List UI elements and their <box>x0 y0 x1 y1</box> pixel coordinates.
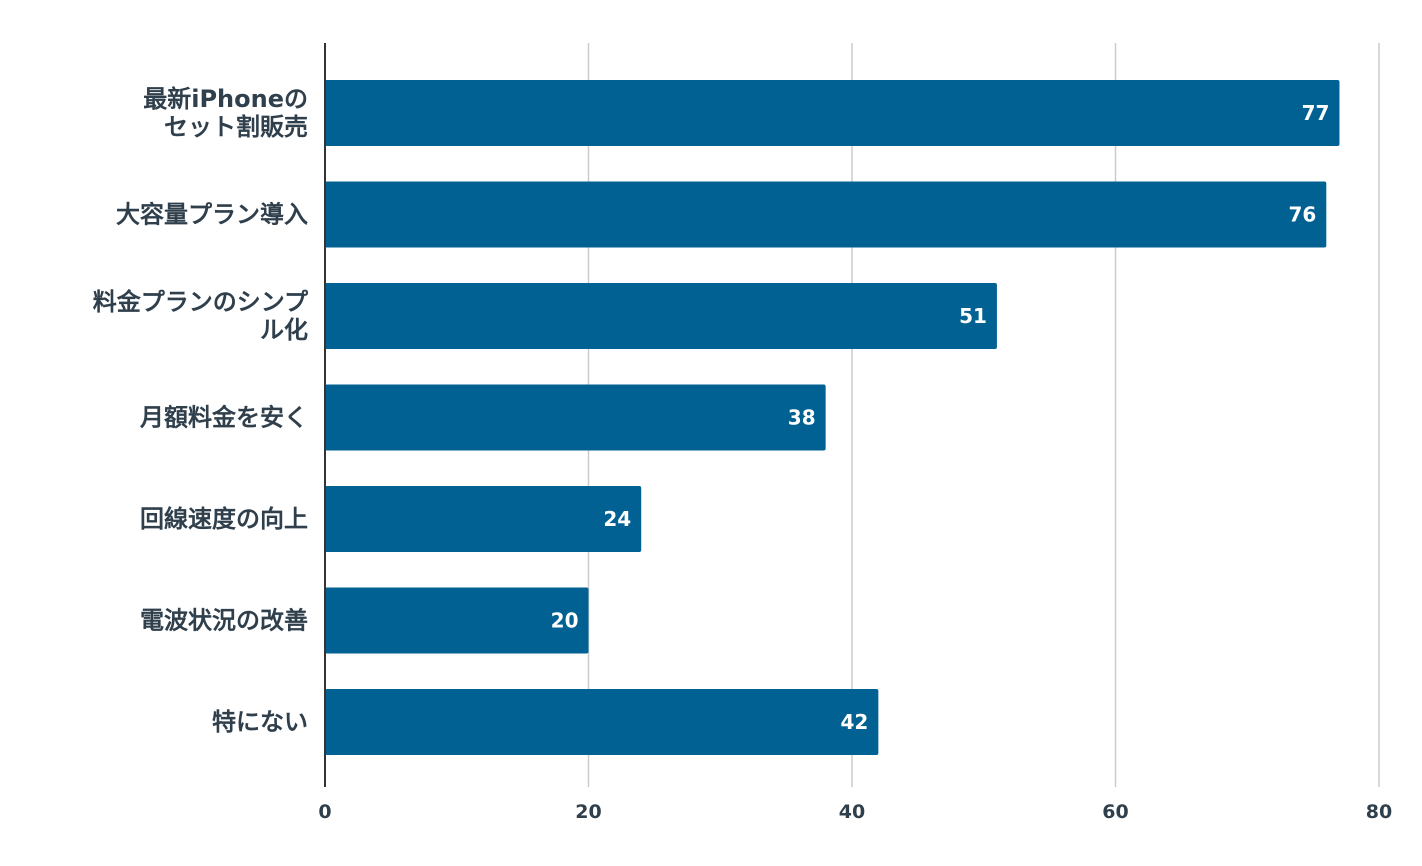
category-label: 大容量プラン導入 <box>116 201 308 229</box>
data-label: 51 <box>959 304 987 328</box>
bar-0 <box>325 80 1340 146</box>
bars <box>325 80 1340 755</box>
category-label: 回線速度の向上 <box>140 505 308 533</box>
data-label: 38 <box>788 406 816 430</box>
bar-3 <box>325 384 826 451</box>
category-label: 料金プランのシンプ <box>93 288 309 316</box>
bar-5 <box>325 587 589 654</box>
bar-2 <box>325 283 997 349</box>
data-label: 42 <box>841 710 869 734</box>
x-tick-label: 80 <box>1366 801 1392 823</box>
category-label: 最新iPhoneの <box>143 85 308 113</box>
data-label: 77 <box>1302 101 1330 125</box>
category-label: セット割販売 <box>164 113 308 141</box>
category-label: 月額料金を安く <box>139 404 308 432</box>
x-tick-label: 0 <box>318 801 331 823</box>
x-tick-label: 60 <box>1102 801 1128 823</box>
category-label: 電波状況の改善 <box>140 607 308 635</box>
bar-1 <box>325 181 1327 248</box>
x-tick-label: 20 <box>575 801 601 823</box>
category-label: 特にない <box>212 708 308 736</box>
bar-4 <box>325 486 642 552</box>
category-label: ル化 <box>260 316 308 344</box>
data-label: 76 <box>1288 203 1316 227</box>
data-label: 24 <box>603 507 631 531</box>
data-label: 20 <box>551 609 579 633</box>
x-tick-label: 40 <box>839 801 865 823</box>
bar-6 <box>325 689 879 755</box>
